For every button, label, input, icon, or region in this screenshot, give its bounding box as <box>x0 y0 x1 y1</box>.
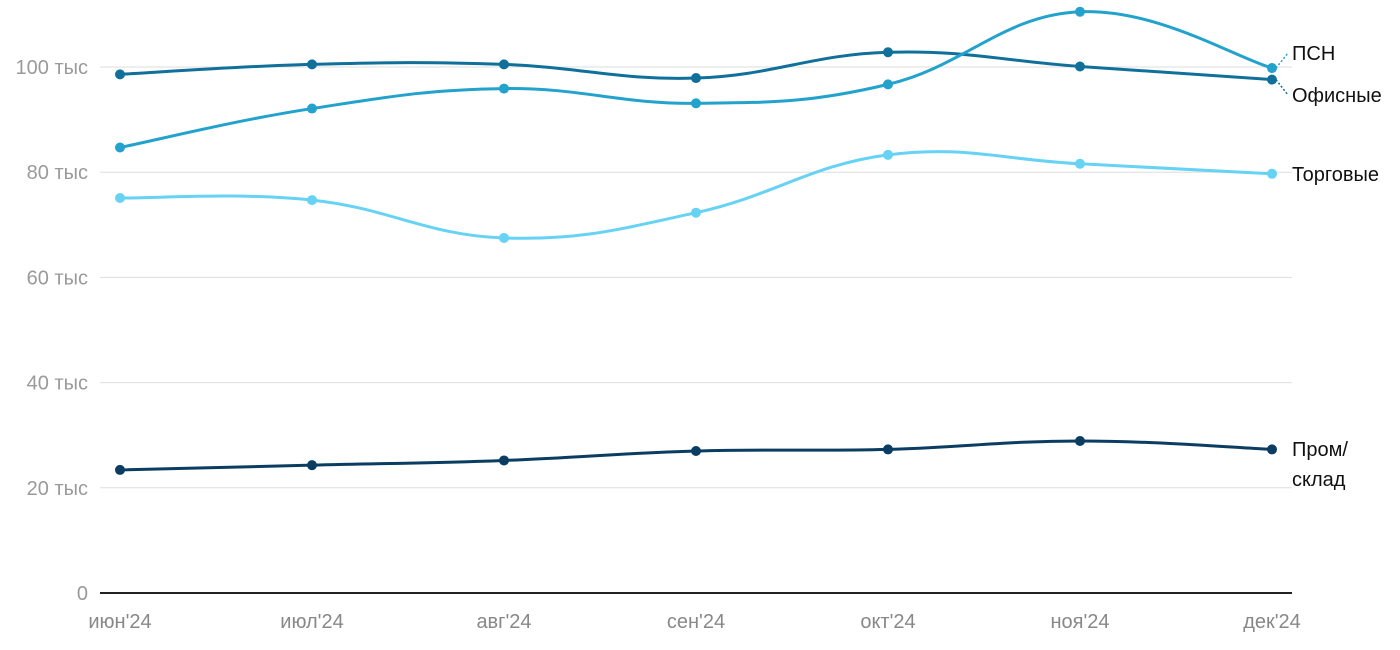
series-line <box>118 150 1274 240</box>
x-tick-label: сен'24 <box>667 611 725 633</box>
series-label: Пром/ <box>1292 439 1348 461</box>
x-tick-label: ноя'24 <box>1050 611 1109 633</box>
label-leader-line <box>1275 79 1289 96</box>
data-point <box>883 444 893 455</box>
series-label: ПСН <box>1292 43 1335 65</box>
data-point <box>1267 168 1277 179</box>
data-point <box>1075 158 1085 169</box>
data-point <box>691 73 701 84</box>
x-tick-label: июл'24 <box>280 611 343 633</box>
data-point <box>115 142 125 153</box>
data-point <box>115 464 125 475</box>
series-label: склад <box>1292 469 1346 491</box>
data-point <box>1075 6 1085 17</box>
data-point <box>307 103 317 114</box>
data-point <box>691 445 701 456</box>
data-point <box>307 195 317 206</box>
data-point <box>1075 61 1085 72</box>
data-point <box>883 149 893 160</box>
data-point <box>115 192 125 203</box>
x-tick-label: авг'24 <box>476 611 531 633</box>
x-tick-label: дек'24 <box>1243 611 1301 633</box>
data-point <box>883 79 893 90</box>
gridlines <box>100 66 1292 489</box>
series-label: Офисные <box>1292 85 1382 107</box>
data-point <box>883 47 893 58</box>
label-leader-line <box>1275 52 1289 69</box>
series-lines <box>115 6 1277 475</box>
y-tick-label: 20 тыс <box>27 478 88 500</box>
data-point <box>1267 74 1277 85</box>
series-3 <box>115 149 1277 243</box>
data-point <box>1267 444 1277 455</box>
y-tick-label: 80 тыс <box>27 162 88 184</box>
series-label: Торговые <box>1292 164 1379 186</box>
x-tick-label: окт'24 <box>860 611 915 633</box>
data-point <box>499 83 509 94</box>
x-axis-ticks: июн'24 июл'24 авг'24 сен'24 окт'24 ноя'24 дек'… <box>88 611 1300 633</box>
y-tick-label: 100 тыс <box>16 57 88 79</box>
x-tick-label: июн'24 <box>88 611 151 633</box>
y-tick-label: 40 тыс <box>27 373 88 395</box>
data-point <box>499 59 509 70</box>
series-4 <box>115 435 1277 475</box>
data-point <box>499 232 509 243</box>
data-point <box>1075 435 1085 446</box>
y-tick-label: 0 <box>77 583 88 605</box>
series-1 <box>115 6 1277 153</box>
data-point <box>307 460 317 471</box>
data-point <box>115 69 125 80</box>
series-2 <box>115 47 1277 85</box>
data-point <box>691 207 701 218</box>
data-point <box>1267 63 1277 74</box>
data-point <box>307 59 317 70</box>
y-tick-label: 60 тыс <box>27 267 88 289</box>
data-point <box>691 98 701 109</box>
series-labels: ПСН Офисные Торговые Пром/склад <box>1275 43 1382 491</box>
y-axis-ticks: 0 20 тыс 40 тыс 60 тыс 80 тыс 100 тыс <box>16 57 88 605</box>
data-point <box>499 455 509 466</box>
